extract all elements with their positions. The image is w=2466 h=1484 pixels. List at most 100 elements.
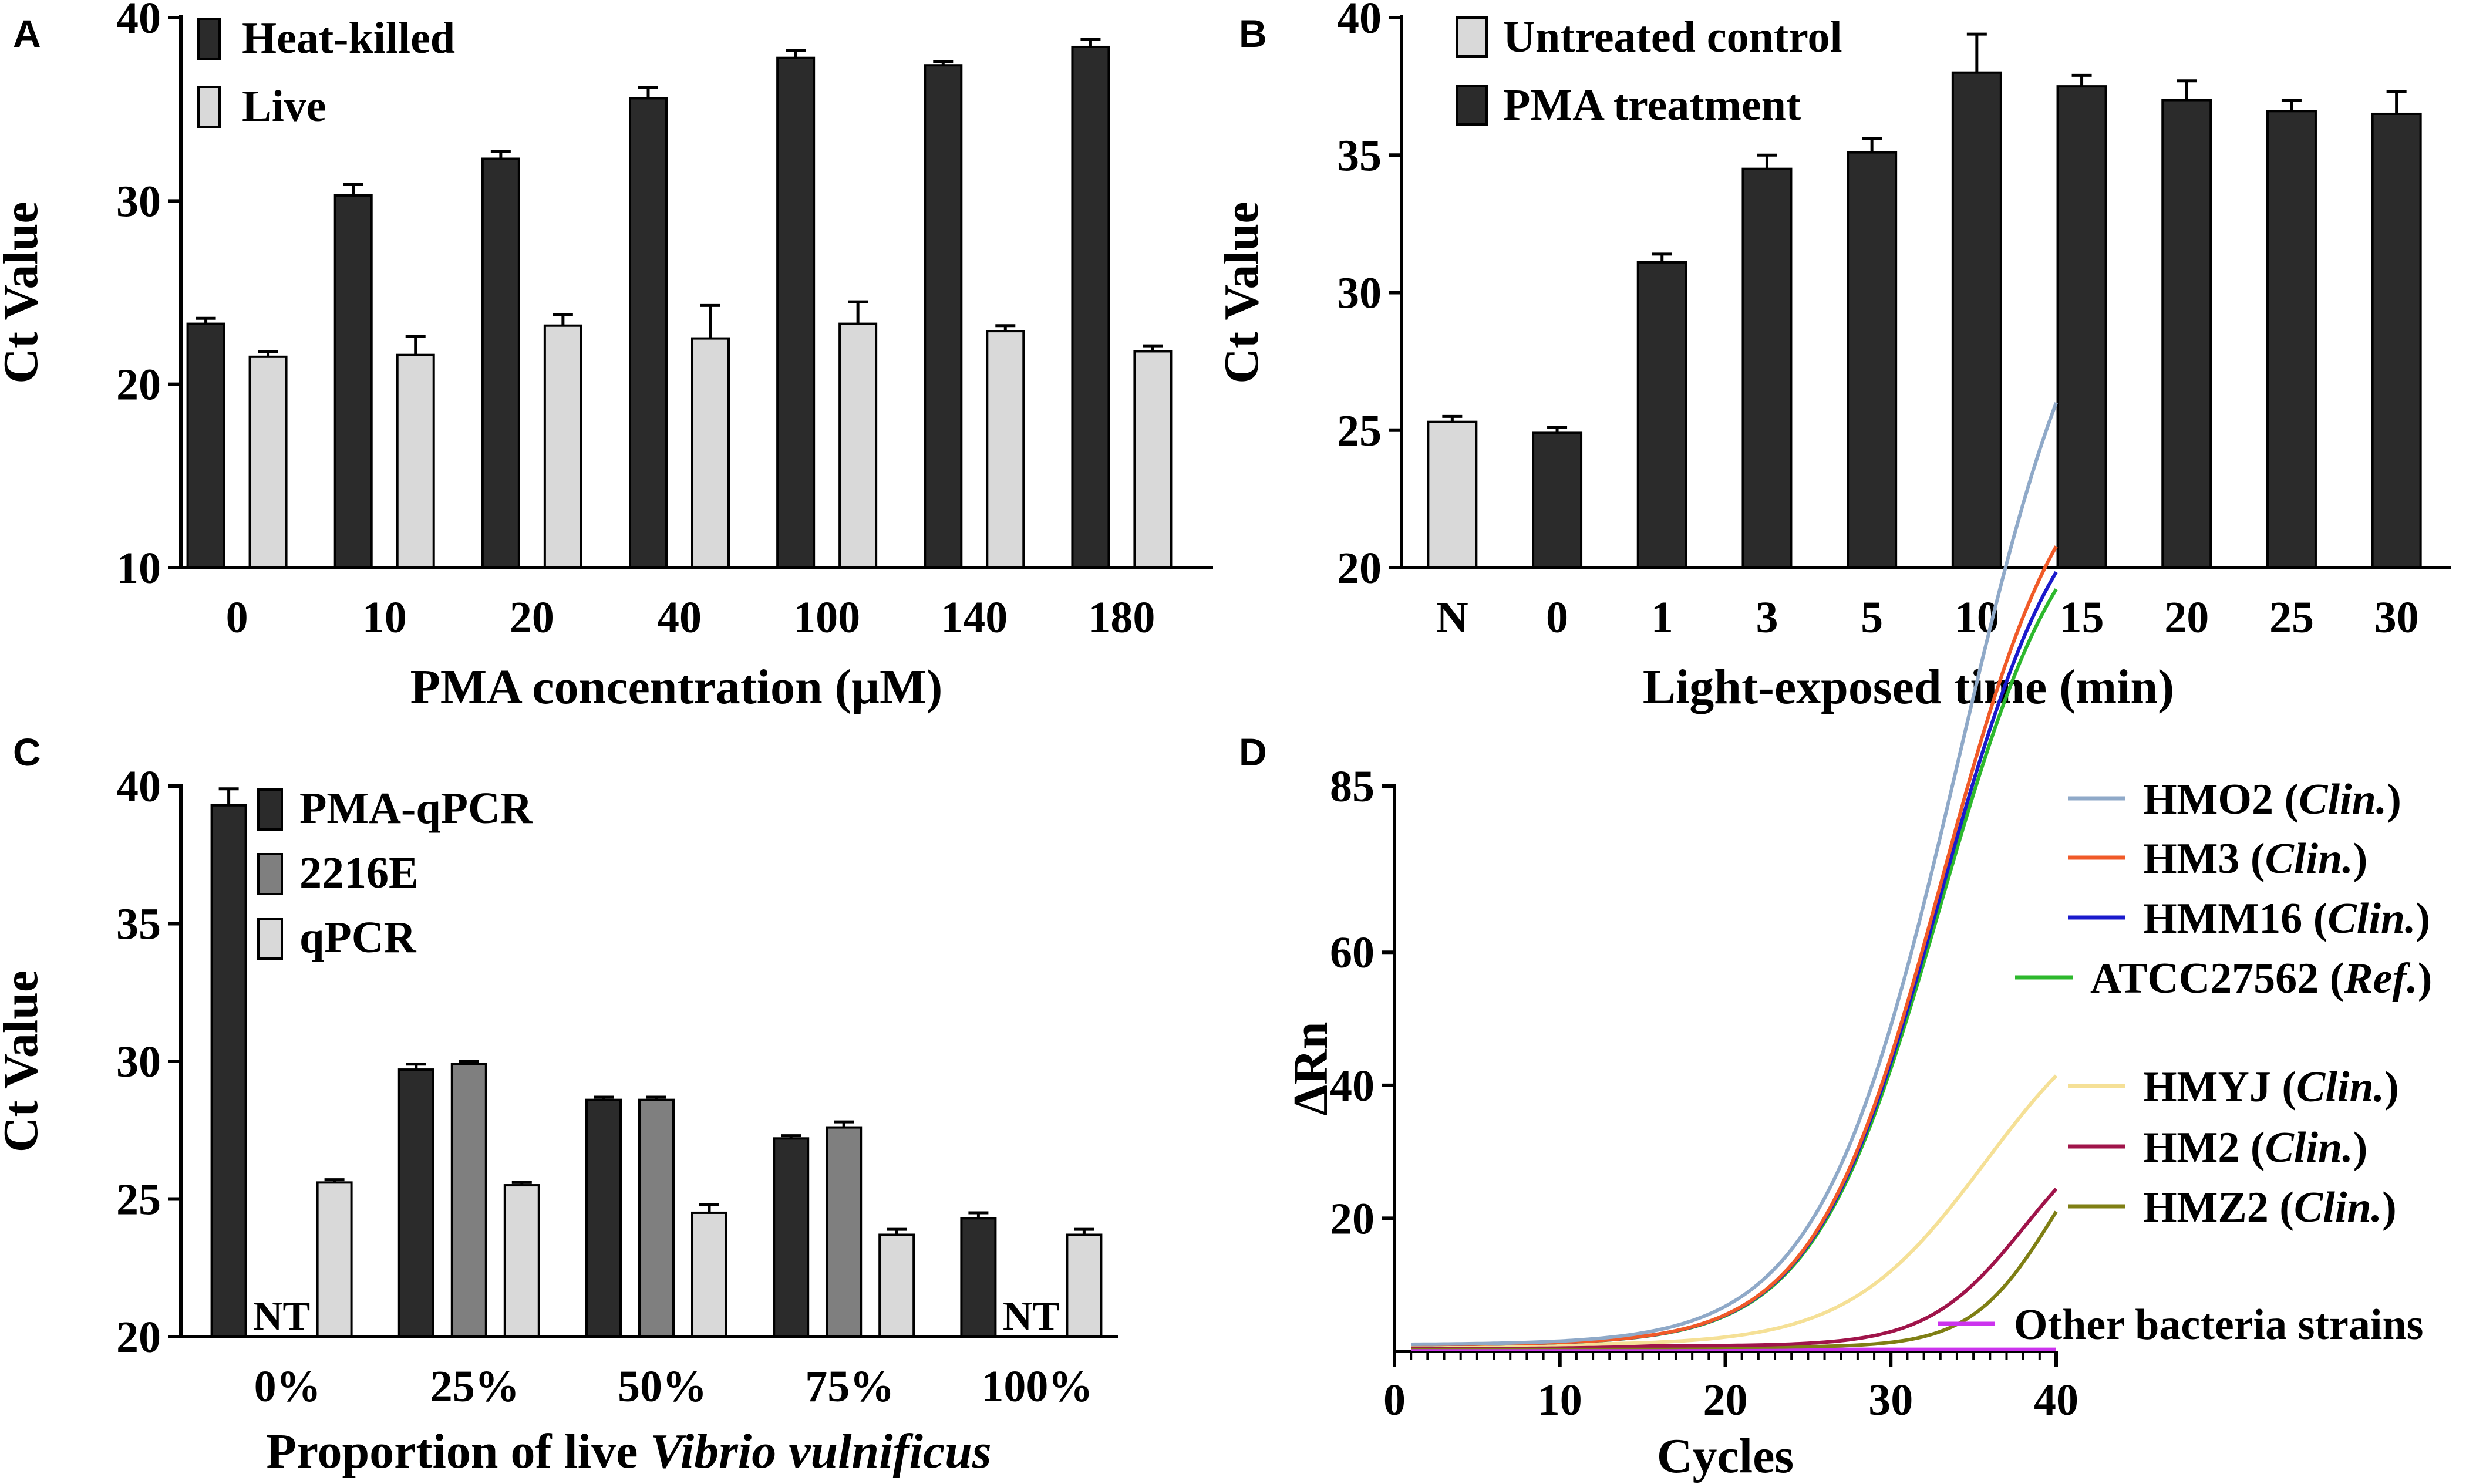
x-tick-label: 30 <box>1868 1375 1913 1425</box>
panel-C-y-axis: 20 25 30 35 40 Ct Value <box>0 762 183 1362</box>
panel-d-axes: 20 40 60 85 0 10 20 30 40 Cycles ΔRn <box>1283 762 2078 1483</box>
panel-b-legend: Untreated control PMA treatment <box>1456 12 1842 130</box>
x-tick-label: N <box>1436 593 1468 642</box>
legend-swatch <box>257 853 283 895</box>
y-tick-label: 30 <box>116 1037 161 1087</box>
bar <box>960 1217 997 1338</box>
y-tick-label: 25 <box>116 1175 161 1225</box>
panel-d-legend: HMO2 (Clin.)HM3 (Clin.)HMM16 (Clin.)ATCC… <box>1938 775 2432 1349</box>
bar <box>826 1126 863 1338</box>
series-line <box>1411 1074 2058 1347</box>
legend-label: Other bacteria strains <box>2014 1301 2423 1349</box>
panel-B-y-axis: 20 25 30 35 40 Ct Value <box>1214 0 1403 593</box>
y-tick-label: 85 <box>1330 762 1375 811</box>
x-tick-label: 40 <box>2034 1375 2078 1425</box>
legend-swatch <box>1456 16 1488 58</box>
legend-name: HMO2 <box>2143 775 2273 824</box>
legend-name: HMZ2 <box>2143 1183 2269 1232</box>
legend-label: HM2 (Clin.) <box>2143 1124 2367 1172</box>
legend-tag: Clin. <box>2296 1063 2384 1111</box>
y-tick-label: 40 <box>1330 1061 1375 1111</box>
x-tick-label: 50% <box>618 1362 707 1411</box>
y-tick-label: 40 <box>116 0 161 43</box>
y-tick-label: 30 <box>116 177 161 226</box>
panel-c-bars: NT 0% 25% 50% 75% NT 100% Proportion of live Vi… <box>181 787 1118 1479</box>
bar <box>2161 99 2212 569</box>
legend-name: HM3 <box>2143 835 2239 883</box>
panel-a-letter: A <box>13 12 41 55</box>
bar <box>397 1068 434 1338</box>
legend-label: Heat-killed <box>242 14 455 63</box>
x-tick-label: 3 <box>1756 593 1778 642</box>
x-axis-title: Cycles <box>1657 1429 1794 1483</box>
x-tick-label: 30 <box>2374 593 2419 642</box>
x-tick-label: 25% <box>430 1362 520 1411</box>
legend-swatch <box>1456 85 1488 126</box>
x-tick-label: 5 <box>1861 593 1883 642</box>
x-tick-label: 20 <box>2164 593 2209 642</box>
legend-label: 2216E <box>299 848 419 898</box>
y-tick-label: 40 <box>1337 0 1382 43</box>
legend-label: HMO2 (Clin.) <box>2143 775 2401 824</box>
bar <box>543 324 582 569</box>
panel-A-y-axis: 10 20 30 40 Ct Value <box>0 0 183 593</box>
legend-swatch <box>197 18 221 60</box>
legend-label: HMYJ (Clin.) <box>2143 1063 2399 1111</box>
y-tick-label: 35 <box>116 900 161 949</box>
x-axis-title: PMA concentration (µM) <box>410 660 943 714</box>
bar <box>838 322 878 569</box>
x-tick-label: 0 <box>226 593 248 642</box>
legend-label: Live <box>242 82 326 131</box>
y-axis-title: Ct Value <box>1214 201 1269 383</box>
y-tick-label: 60 <box>1330 928 1375 977</box>
bar <box>2371 112 2422 569</box>
x-tick-label: 180 <box>1088 593 1155 642</box>
bar <box>691 337 730 569</box>
y-axis-title: ΔRn <box>1283 1021 1338 1115</box>
legend-paren-close: ) <box>2353 835 2368 883</box>
x-tick-label: 75% <box>805 1362 894 1411</box>
bar <box>1427 420 1478 569</box>
legend-label: ATCC27562 (Ref.) <box>2090 955 2432 1003</box>
y-tick-label: 20 <box>1337 544 1382 593</box>
y-axis-title: Ct Value <box>0 201 48 383</box>
panel-c-legend: PMA-qPCR 2216E qPCR <box>257 784 533 962</box>
na-label: NT <box>253 1294 310 1339</box>
panel-d-curves <box>1411 402 2058 1351</box>
bar <box>2056 85 2107 569</box>
x-axis-title: Proportion of live Vibrio vulnificus <box>266 1424 991 1479</box>
x-tick-label: 25 <box>2269 593 2314 642</box>
panel-a-bars: 0 10 20 40 100 140 180 PMA concentration (µM) <box>181 38 1213 714</box>
bar <box>503 1184 540 1338</box>
bar <box>585 1098 622 1338</box>
legend-swatch <box>257 918 283 960</box>
bar <box>776 56 816 569</box>
bar <box>878 1233 915 1338</box>
x-axis-title-italic: Vibrio vulnificus <box>650 1424 991 1479</box>
bar <box>210 804 247 1338</box>
bar <box>1532 431 1583 569</box>
legend-paren-open: ( <box>2273 775 2299 824</box>
legend-paren-open: ( <box>2319 955 2344 1003</box>
x-tick-label: 100 <box>793 593 860 642</box>
bar <box>1741 167 1793 569</box>
legend-paren-close: ) <box>2416 895 2431 943</box>
x-tick-label: 20 <box>510 593 554 642</box>
na-label: NT <box>1003 1294 1060 1339</box>
bar <box>1951 71 2002 569</box>
bar <box>1133 350 1173 569</box>
y-tick-label: 40 <box>116 762 161 811</box>
legend-name: HM2 <box>2143 1124 2239 1172</box>
bar <box>481 157 520 569</box>
panel-b-letter: B <box>1239 12 1267 55</box>
x-axis-title: Light-exposed time (min) <box>1643 660 2174 714</box>
x-tick-label: 20 <box>1703 1375 1748 1425</box>
series-line <box>1411 402 2058 1346</box>
legend-paren-open: ( <box>2239 835 2265 883</box>
legend-paren-close: ) <box>2418 955 2433 1003</box>
legend-tag: Clin. <box>2327 895 2416 943</box>
y-tick-label: 20 <box>116 360 161 410</box>
legend-tag: Clin. <box>2265 1124 2353 1172</box>
legend-label: PMA treatment <box>1503 80 1801 130</box>
